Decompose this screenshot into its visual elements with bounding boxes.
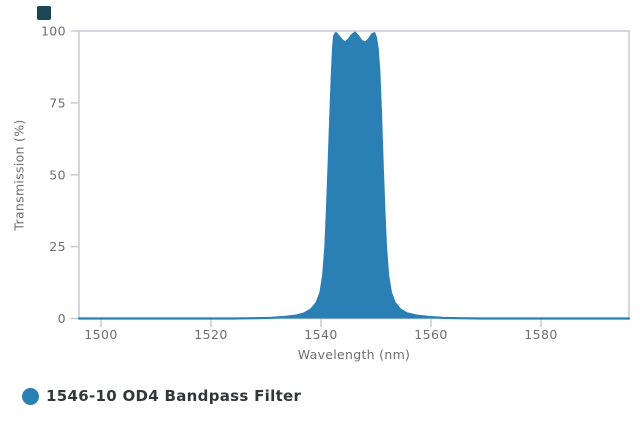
x-tick-label: 1500 bbox=[84, 327, 117, 342]
y-tick-label: 0 bbox=[58, 311, 66, 326]
series-marker-icon bbox=[22, 387, 39, 405]
x-tick-label: 1540 bbox=[304, 327, 337, 342]
y-tick-label: 25 bbox=[49, 239, 66, 254]
x-axis-title: Wavelength (nm) bbox=[297, 347, 411, 362]
series-area[interactable] bbox=[79, 32, 629, 319]
y-tick-label: 75 bbox=[49, 95, 66, 110]
x-tick-label: 1560 bbox=[414, 327, 447, 342]
x-tick-label: 1580 bbox=[524, 327, 557, 342]
legend-item[interactable]: 1546-10 OD4 Bandpass Filter bbox=[22, 387, 301, 405]
legend-label: 1546-10 OD4 Bandpass Filter bbox=[46, 387, 302, 405]
transmission-chart[interactable]: 1500 1520 1540 1560 1580 0 25 50 75 100 Wavelengt… bbox=[0, 0, 640, 375]
x-tick-label: 1520 bbox=[194, 327, 227, 342]
series-line bbox=[77, 31, 631, 320]
y-axis-title: Transmission (%) bbox=[11, 119, 27, 231]
y-tick-label: 100 bbox=[41, 24, 66, 39]
chart-canvas[interactable]: 1500 1520 1540 1560 1580 0 25 50 75 100 bbox=[0, 0, 640, 375]
y-tick-label: 50 bbox=[49, 167, 66, 182]
brand-mark-icon bbox=[37, 6, 51, 20]
